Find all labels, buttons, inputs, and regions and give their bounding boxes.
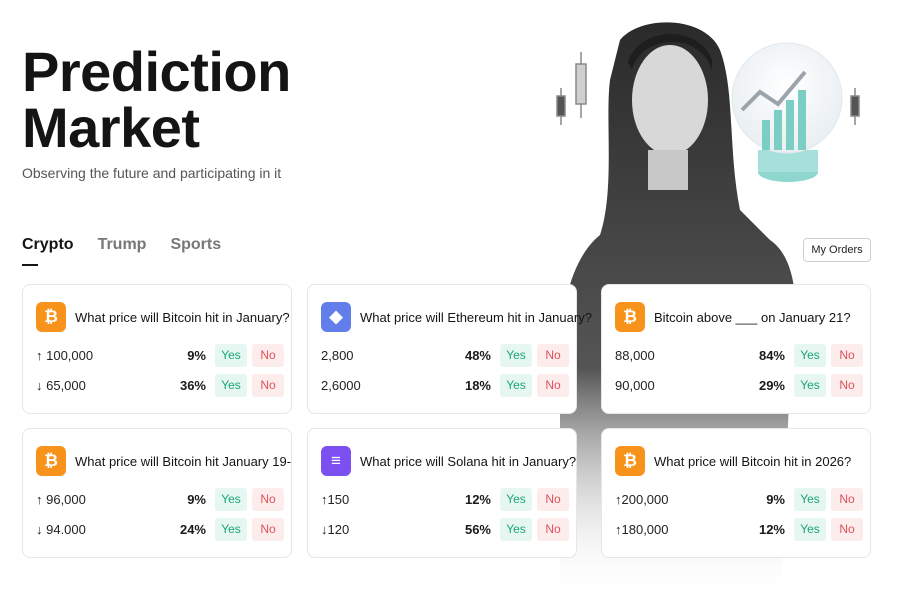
outcome-label: 90,000 [615, 377, 655, 393]
outcome-row: 88,000 84% Yes No [615, 343, 863, 367]
outcome-probability: 9% [766, 491, 785, 507]
no-button[interactable]: No [831, 487, 863, 511]
outcome-label: 2,6000 [321, 377, 361, 393]
card-header: ₿ What price will Bitcoin hit in January? [36, 302, 290, 332]
yes-button[interactable]: Yes [500, 517, 532, 541]
title-line-1: Prediction [22, 40, 291, 103]
market-card[interactable]: ₿ What price will Bitcoin hit January 19-… [22, 428, 292, 558]
card-header: ≡ What price will Solana hit in January? [321, 446, 576, 476]
tab-trump[interactable]: Trump [97, 236, 147, 253]
card-header: ₿ Bitcoin above ___ on January 21? [615, 302, 851, 332]
bitcoin-icon: ₿ [615, 446, 645, 476]
title-line-2: Market [22, 96, 200, 159]
market-card[interactable]: ◆ What price will Ethereum hit in January… [307, 284, 592, 414]
tab-sports[interactable]: Sports [170, 236, 222, 253]
outcome-label: ↑ 100,000 [36, 347, 94, 363]
outcome-label: ↓ 94.000 [36, 521, 86, 537]
outcome-probability: 56% [464, 521, 491, 537]
outcome-label: 2,800 [321, 347, 354, 363]
category-tabs: Crypto Trump Sports [22, 236, 222, 266]
outcome-row: ↑150 12% Yes No [321, 487, 569, 511]
outcome-probability: 48% [464, 347, 491, 363]
no-button[interactable]: No [537, 487, 569, 511]
yes-button[interactable]: Yes [215, 343, 247, 367]
yes-button[interactable]: Yes [215, 373, 247, 397]
no-button[interactable]: No [831, 343, 863, 367]
card-title[interactable]: What price will Solana hit in January? [360, 453, 577, 469]
yes-button[interactable]: Yes [794, 517, 826, 541]
card-title[interactable]: What price will Bitcoin hit January 19- [75, 453, 292, 469]
outcome-row: ↑ 96,000 9% Yes No [36, 487, 284, 511]
outcome-probability: 12% [758, 521, 785, 537]
outcome-label: 88,000 [615, 347, 655, 363]
no-button[interactable]: No [252, 517, 284, 541]
outcome-row: ↓ 94.000 24% Yes No [36, 517, 284, 541]
market-card[interactable]: ≡ What price will Solana hit in January? ↑… [307, 428, 577, 558]
page-subtitle: Observing the future and participating i… [22, 165, 282, 181]
no-button[interactable]: No [831, 373, 863, 397]
outcome-probability: 9% [187, 491, 206, 507]
outcome-probability: 84% [758, 347, 785, 363]
outcome-label: ↓120 [321, 521, 350, 537]
no-button[interactable]: No [252, 343, 284, 367]
candlestick-icon [556, 52, 860, 125]
card-title[interactable]: What price will Ethereum hit in January? [360, 309, 592, 325]
outcome-label: ↑ 96,000 [36, 491, 86, 507]
outcome-row: 90,000 29% Yes No [615, 373, 863, 397]
outcome-label: ↑180,000 [615, 521, 669, 537]
crystal-ball-icon [731, 42, 843, 182]
card-title[interactable]: What price will Bitcoin hit in 2026? [654, 453, 852, 469]
card-title[interactable]: What price will Bitcoin hit in January? [75, 309, 290, 325]
outcome-row: ↑180,000 12% Yes No [615, 517, 863, 541]
outcome-label: ↑200,000 [615, 491, 669, 507]
card-header: ◆ What price will Ethereum hit in January… [321, 302, 592, 332]
yes-button[interactable]: Yes [215, 487, 247, 511]
yes-button[interactable]: Yes [794, 487, 826, 511]
outcome-row: 2,6000 18% Yes No [321, 373, 569, 397]
outcome-probability: 36% [179, 377, 206, 393]
bitcoin-icon: ₿ [36, 302, 66, 332]
outcome-row: ↑ 100,000 9% Yes No [36, 343, 284, 367]
market-card[interactable]: ₿ What price will Bitcoin hit in 2026? ↑20… [601, 428, 871, 558]
bitcoin-icon: ₿ [615, 302, 645, 332]
market-card[interactable]: ₿ Bitcoin above ___ on January 21? 88,000 8… [601, 284, 871, 414]
card-title[interactable]: Bitcoin above ___ on January 21? [654, 309, 851, 325]
solana-icon: ≡ [321, 446, 351, 476]
no-button[interactable]: No [537, 343, 569, 367]
yes-button[interactable]: Yes [500, 373, 532, 397]
outcome-probability: 24% [179, 521, 206, 537]
tab-crypto[interactable]: Crypto [22, 236, 74, 266]
outcome-row: ↓120 56% Yes No [321, 517, 569, 541]
outcome-row: ↑200,000 9% Yes No [615, 487, 863, 511]
no-button[interactable]: No [537, 517, 569, 541]
yes-button[interactable]: Yes [794, 373, 826, 397]
card-header: ₿ What price will Bitcoin hit in 2026? [615, 446, 851, 476]
outcome-row: 2,800 48% Yes No [321, 343, 569, 367]
outcome-probability: 29% [758, 377, 785, 393]
my-orders-button[interactable]: My Orders [803, 238, 871, 262]
yes-button[interactable]: Yes [215, 517, 247, 541]
market-card[interactable]: ₿ What price will Bitcoin hit in January?… [22, 284, 292, 414]
yes-button[interactable]: Yes [500, 343, 532, 367]
ethereum-icon: ◆ [321, 302, 351, 332]
no-button[interactable]: No [537, 373, 569, 397]
page-title: Prediction Market [22, 44, 291, 156]
outcome-row: ↓ 65,000 36% Yes No [36, 373, 284, 397]
yes-button[interactable]: Yes [500, 487, 532, 511]
outcome-probability: 12% [464, 491, 491, 507]
bitcoin-icon: ₿ [36, 446, 66, 476]
no-button[interactable]: No [831, 517, 863, 541]
no-button[interactable]: No [252, 487, 284, 511]
outcome-probability: 18% [464, 377, 491, 393]
no-button[interactable]: No [252, 373, 284, 397]
card-header: ₿ What price will Bitcoin hit January 19- [36, 446, 291, 476]
outcome-label: ↓ 65,000 [36, 377, 86, 393]
outcome-probability: 9% [187, 347, 206, 363]
yes-button[interactable]: Yes [794, 343, 826, 367]
outcome-label: ↑150 [321, 491, 350, 507]
